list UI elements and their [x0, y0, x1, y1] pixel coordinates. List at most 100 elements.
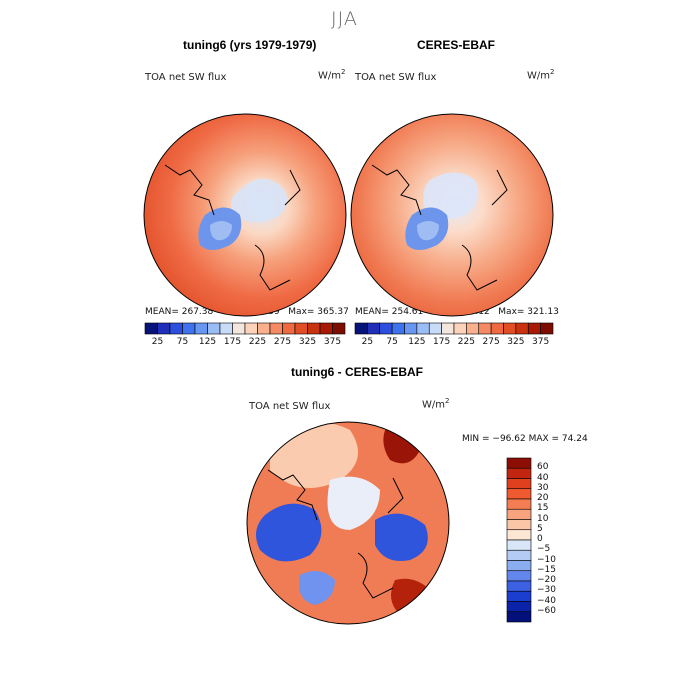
colorbar-top-left-cell — [207, 322, 221, 335]
colorbar-top-left — [144, 322, 346, 335]
panel1-units: W/m2 — [318, 68, 345, 81]
colorbar-diff-cell — [506, 580, 532, 592]
panel1-coastline — [164, 164, 301, 291]
colorbar-diff-tick-label: 20 — [537, 493, 549, 503]
season-title: JJA — [331, 8, 358, 30]
colorbar-diff-tick-label: −5 — [537, 544, 551, 555]
panel2-units-exp: 2 — [550, 68, 555, 76]
panel3-coastline — [267, 469, 404, 599]
panel1-greenland-core — [210, 221, 232, 241]
panel2-greenland-core — [417, 221, 439, 241]
colorbar-diff-tick-label: −15 — [537, 564, 556, 575]
panel2-polar-ice — [423, 172, 479, 219]
panel3-units: W/m2 — [422, 397, 449, 410]
colorbar-diff-cell — [506, 611, 532, 623]
colorbar-diff-tick-label: 0 — [537, 534, 543, 544]
colorbar-top-left-cell — [182, 322, 196, 335]
colorbar-diff-tick-label: −60 — [537, 605, 556, 616]
colorbar-top-right-tick-label: 25 — [361, 337, 374, 347]
panel1-map-border — [143, 113, 347, 317]
colorbar-top-left-cell — [282, 322, 296, 335]
colorbar-diff-cell — [506, 488, 532, 500]
colorbar-top-right-tick-label: 275 — [482, 337, 500, 347]
colorbar-top-right-cell — [503, 322, 517, 335]
colorbar-top-left-cell — [144, 322, 158, 335]
colorbar-top-left-tick-label: 75 — [176, 337, 189, 347]
colorbar-top-right-tick-label: 175 — [433, 337, 451, 347]
colorbar-diff-tick-label: −30 — [537, 585, 556, 596]
colorbar-top-right-tick-label: 375 — [532, 337, 550, 347]
colorbar-top-right-cell — [466, 322, 480, 335]
panel3-minmax: MIN = −96.62 MAX = 74.24 — [462, 434, 588, 444]
colorbar-diff-cell — [506, 457, 532, 469]
panel1-polar-ice — [231, 178, 288, 223]
colorbar-diff-tick-label: 60 — [537, 462, 549, 473]
colorbar-diff-cell — [506, 478, 532, 490]
panel3-region-negative-south — [299, 571, 335, 605]
colorbar-diff-cell — [506, 519, 532, 531]
panel3-region-negative-east — [375, 513, 428, 561]
colorbar-top-right-tick-label: 225 — [457, 337, 475, 347]
panel1-title: tuning6 (yrs 1979-1979) — [183, 38, 317, 52]
colorbar-top-right-cell — [391, 322, 405, 335]
colorbar-top-left-tick-label: 25 — [151, 337, 164, 347]
colorbar-top-left-cell — [269, 322, 283, 335]
colorbar-top-left-tick-label: 275 — [273, 337, 292, 347]
panel3-map-border — [246, 421, 450, 625]
panel3-units-exp: 2 — [445, 397, 450, 405]
colorbar-top-right-cell — [540, 322, 554, 335]
panel1-mean: MEAN= 267.38 — [145, 307, 214, 317]
colorbar-top-right-tick-label: 325 — [507, 337, 525, 347]
colorbar-diff-cell — [506, 590, 532, 602]
colorbar-top-left-tick-label: 225 — [248, 337, 267, 347]
panel1-variable: TOA net SW flux — [145, 72, 227, 83]
colorbar-top-right-tick-label: 125 — [408, 337, 426, 347]
panel2-units-base: W/m — [527, 70, 550, 82]
colorbar-diff-tick-label: −10 — [537, 554, 556, 565]
colorbar-top-left-cell — [294, 322, 308, 335]
colorbar-top-left-cell — [219, 322, 233, 335]
colorbar-diff-cell — [506, 539, 532, 551]
colorbar-diff-cell — [506, 560, 532, 572]
colorbar-top-right-cell — [478, 322, 492, 335]
panel3-region-negative-west — [256, 503, 322, 562]
colorbar-top-left-tick-label: 325 — [298, 337, 317, 347]
colorbar-diff-tick-label: −40 — [537, 595, 556, 606]
panel2-max: Max= 321.13 — [498, 307, 559, 317]
panel3-region-neutral — [327, 476, 380, 530]
colorbar-top-right-cell — [515, 322, 529, 335]
colorbar-diff-cell — [506, 467, 532, 479]
panel1-units-base: W/m — [318, 70, 341, 82]
panel2-units: W/m2 — [527, 68, 554, 81]
colorbar-top-right-cell — [527, 322, 541, 335]
colorbar-diff-cell — [506, 570, 532, 582]
colorbar-diff-tick-label: 30 — [537, 482, 549, 493]
panel3-map — [247, 422, 449, 624]
colorbar-top-left-tick-label: 175 — [223, 337, 242, 347]
colorbar-diff-cell — [506, 498, 532, 510]
panel2-variable: TOA net SW flux — [355, 72, 437, 83]
colorbar-top-left-cell — [232, 322, 246, 335]
colorbar-top-left-cell — [244, 322, 258, 335]
panel2-title: CERES-EBAF — [417, 38, 496, 52]
colorbar-diff-tick-label: 15 — [537, 503, 549, 514]
panel3-variable: TOA net SW flux — [249, 401, 331, 412]
panel2-mean: MEAN= 254.61 — [355, 307, 424, 317]
colorbar-top-right-cell — [490, 322, 504, 335]
panel3-units-base: W/m — [422, 399, 445, 411]
colorbar-diff-tick-label: −20 — [537, 575, 556, 585]
colorbar-diff-cell — [506, 601, 532, 613]
colorbar-top-right-cell — [367, 322, 381, 335]
colorbar-top-right-cell — [453, 322, 467, 335]
colorbar-top-left-tick-label: 125 — [198, 337, 217, 347]
colorbar-top-left-cell — [169, 322, 183, 335]
colorbar-diff-tick-label: 10 — [537, 513, 549, 524]
panel2-coastline — [371, 164, 508, 291]
colorbar-diff-cell — [506, 529, 532, 541]
colorbar-diff-tick-label: 5 — [537, 523, 543, 534]
colorbar-top-left-cell — [307, 322, 321, 335]
panel3-title: tuning6 - CERES-EBAF — [291, 365, 423, 379]
colorbar-diff-cell — [506, 508, 532, 520]
panel2-map-border — [350, 113, 554, 317]
